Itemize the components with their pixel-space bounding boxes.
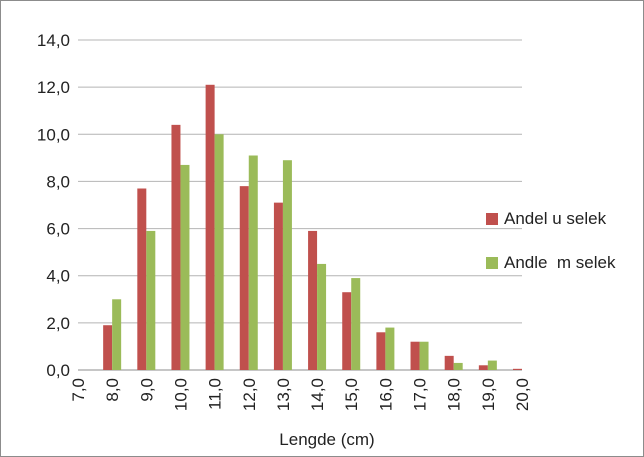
x-tick-label: 19,0 [479,378,498,411]
x-tick-label: 16,0 [376,378,395,411]
bar-series-2 [214,134,224,370]
x-tick-label: 11,0 [206,378,225,410]
bar-series-2 [146,230,156,370]
x-tick-label: 15,0 [342,378,361,411]
bar-series-2 [317,263,327,370]
bar-series-1 [171,124,181,370]
y-tick-label: 6,0 [46,220,70,239]
bar-series-1 [205,84,215,371]
legend-swatch [486,213,498,225]
legend: Andel u selek Andle m selek [486,206,636,294]
bar-series-2 [385,327,395,370]
x-tick-labels: 7,0 8,0 9,0 10,0 11,0 12,0 13,0 14,0 15,0 16,0 17,… [69,378,532,411]
x-tick-label: 13,0 [274,378,293,411]
x-tick-label: 17,0 [411,378,430,411]
y-tick-label: 8,0 [46,172,70,191]
bar-series-2 [419,341,429,370]
legend-item-series-2: Andle m selek [486,250,636,276]
bar-series-1 [376,332,386,370]
bar-series-2 [351,278,361,370]
bar-series-1 [410,341,420,370]
x-tick-label: 18,0 [445,378,464,411]
y-tick-label: 12,0 [37,78,70,97]
y-tick-label: 14,0 [37,31,70,50]
x-tick-label: 20,0 [513,378,532,411]
bar-series-1 [103,325,113,370]
legend-swatch [486,257,498,269]
bar-series-1 [444,355,454,370]
bar-series-1 [478,365,488,370]
legend-label: Andel u selek [504,209,607,228]
bar-series-1 [239,186,249,370]
bar-series-1 [273,202,283,370]
bar-series-2 [453,362,463,370]
x-tick-label: 7,0 [69,378,88,402]
legend-label: Andle m selek [504,253,616,272]
bars [103,84,522,371]
x-axis-label: Lengde (cm) [279,430,374,449]
bar-series-2 [487,360,497,370]
y-tick-label: 0,0 [46,361,70,380]
x-tick-label: 12,0 [240,378,259,411]
y-tick-label: 10,0 [37,125,70,144]
bar-series-2 [180,164,190,370]
bar-series-1 [513,368,522,370]
y-tick-label: 2,0 [46,314,70,333]
x-tick-label: 9,0 [137,378,156,402]
bar-series-2 [248,155,258,370]
bar-series-2 [282,160,292,370]
y-tick-label: 4,0 [46,267,70,286]
x-tick-label: 8,0 [103,378,122,402]
bar-series-1 [342,292,352,370]
bar-series-2 [112,299,122,370]
bar-series-1 [308,230,318,370]
legend-item-series-1: Andel u selek [486,206,636,232]
bar-series-1 [137,188,147,370]
x-tick-label: 14,0 [308,378,327,411]
x-tick-label: 10,0 [171,378,190,411]
y-tick-labels: 0,0 2,0 4,0 6,0 8,0 10,0 12,0 14,0 [37,31,70,380]
